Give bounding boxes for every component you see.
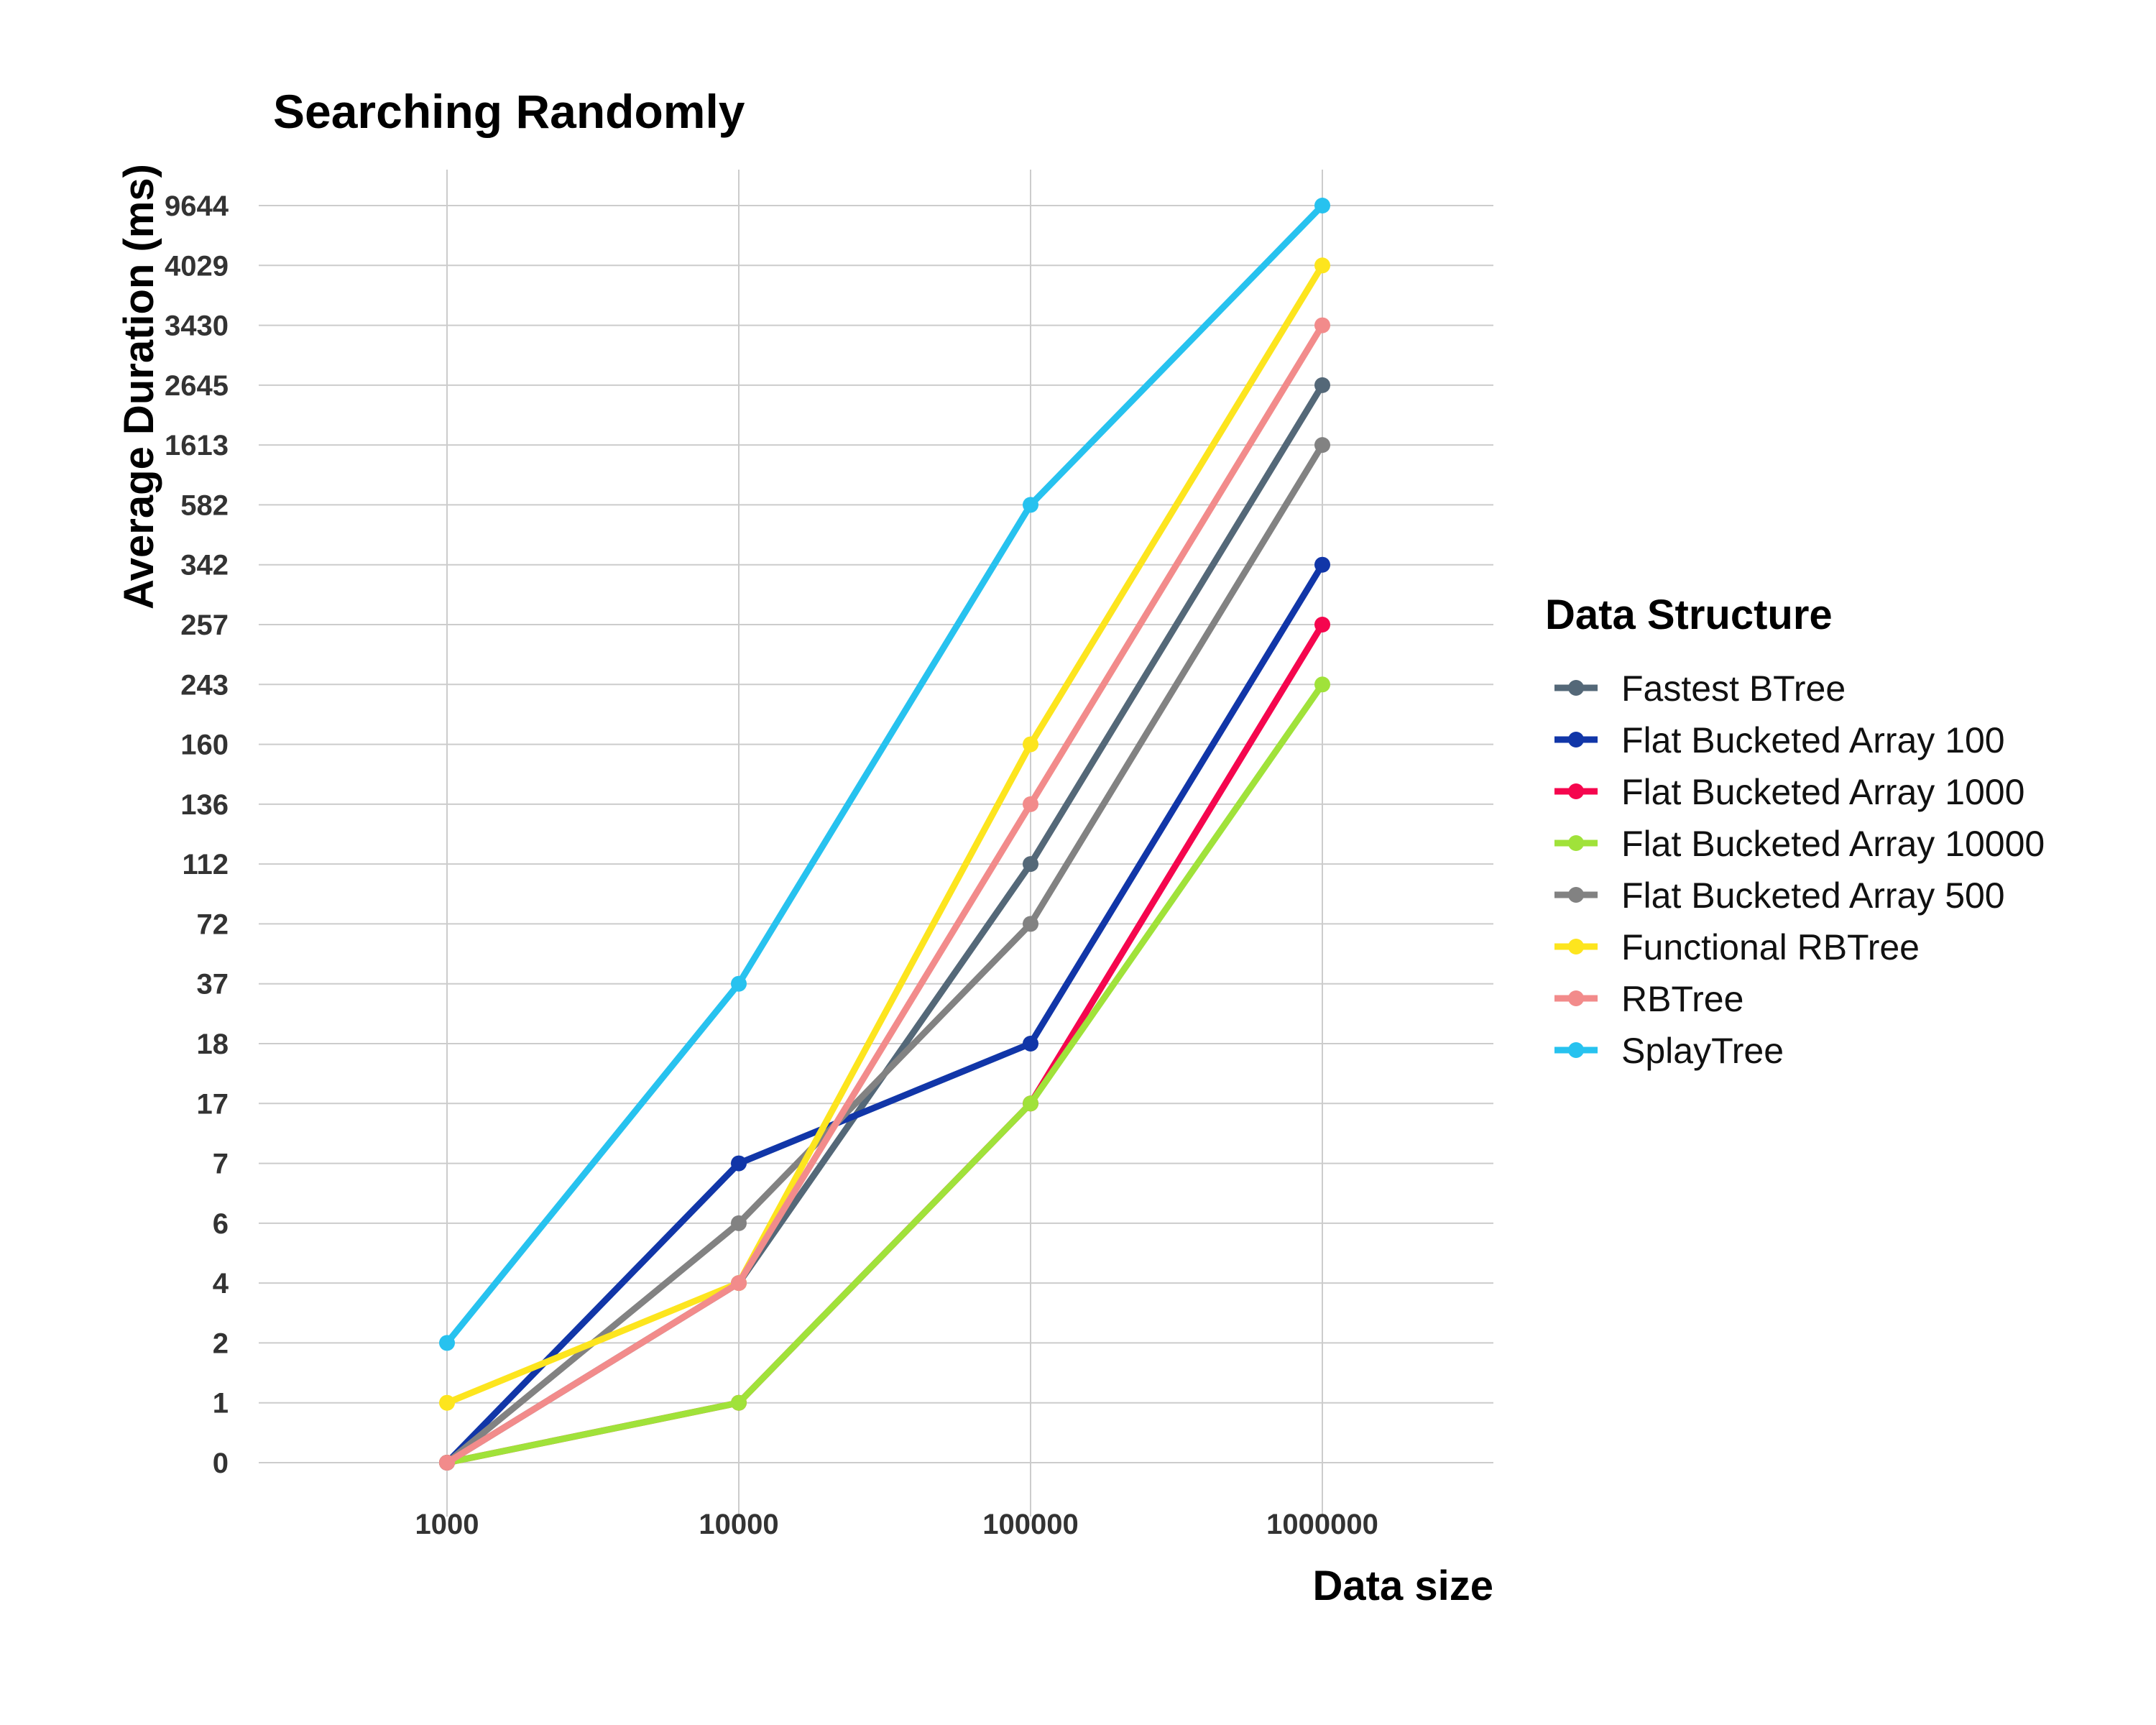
legend-label: Flat Bucketed Array 100 bbox=[1621, 720, 2005, 760]
y-tick-label: 72 bbox=[197, 908, 229, 940]
data-point bbox=[731, 1155, 747, 1172]
legend-swatch-dot bbox=[1568, 835, 1584, 851]
series-splaytree bbox=[439, 198, 1330, 1351]
y-tick-label: 7 bbox=[213, 1149, 229, 1180]
y-tick-label: 243 bbox=[180, 669, 229, 701]
legend-label: Functional RBTree bbox=[1621, 927, 1920, 967]
data-point bbox=[1314, 617, 1330, 632]
legend-item: Fastest BTree bbox=[1554, 668, 1846, 709]
y-tick-label: 2645 bbox=[165, 370, 229, 402]
data-point bbox=[1314, 556, 1330, 573]
data-point bbox=[1023, 1036, 1038, 1052]
y-tick-label: 1 bbox=[213, 1388, 229, 1420]
y-tick-label: 1613 bbox=[165, 430, 229, 461]
data-point bbox=[731, 1394, 747, 1411]
series-line bbox=[443, 561, 1326, 1466]
data-point bbox=[731, 1215, 747, 1231]
legend-label: Flat Bucketed Array 1000 bbox=[1621, 772, 2024, 812]
y-tick-label: 160 bbox=[180, 730, 229, 761]
data-point bbox=[1314, 198, 1330, 213]
x-tick-label: 10000 bbox=[699, 1509, 778, 1540]
y-tick-label: 112 bbox=[182, 849, 229, 880]
chart-title: Searching Randomly bbox=[273, 85, 745, 138]
grid-lines bbox=[259, 170, 1493, 1517]
y-tick-label: 4029 bbox=[165, 250, 229, 282]
legend-item: Flat Bucketed Array 500 bbox=[1554, 875, 2005, 916]
data-point bbox=[1314, 317, 1330, 334]
legend-swatch-dot bbox=[1568, 783, 1584, 799]
data-point bbox=[1023, 736, 1038, 753]
data-point bbox=[1023, 916, 1038, 932]
y-tick-label: 17 bbox=[197, 1088, 229, 1120]
series-line bbox=[443, 681, 1326, 1466]
data-point bbox=[439, 1335, 455, 1351]
series-rbtree bbox=[439, 317, 1330, 1471]
data-point bbox=[439, 1394, 455, 1411]
data-point bbox=[1023, 856, 1038, 873]
legend: Data Structure Fastest BTree Flat Buckete… bbox=[1545, 592, 2045, 1071]
y-tick-label: 342 bbox=[180, 550, 229, 581]
legend-swatch-dot bbox=[1568, 887, 1584, 903]
y-tick-label: 2 bbox=[213, 1328, 229, 1359]
x-tick-label: 1000 bbox=[415, 1509, 479, 1540]
legend-label: RBTree bbox=[1621, 979, 1743, 1019]
legend-item: Flat Bucketed Array 10000 bbox=[1554, 824, 2045, 864]
legend-label: SplayTree bbox=[1621, 1031, 1784, 1071]
x-tick-labels: 1000 10000 100000 1000000 bbox=[415, 1509, 1378, 1540]
series-lines bbox=[439, 198, 1330, 1471]
series-flat-bucketed-array-100 bbox=[439, 556, 1330, 1471]
legend-swatch-dot bbox=[1568, 939, 1584, 954]
data-point bbox=[439, 1455, 455, 1471]
y-tick-label: 9644 bbox=[165, 190, 229, 222]
y-tick-label: 3430 bbox=[165, 310, 229, 342]
y-tick-label: 37 bbox=[197, 969, 229, 1000]
series-line bbox=[443, 322, 1326, 1466]
data-point bbox=[1314, 377, 1330, 393]
y-tick-label: 6 bbox=[213, 1208, 229, 1240]
y-tick-label: 136 bbox=[180, 789, 229, 821]
legend-label: Flat Bucketed Array 10000 bbox=[1621, 824, 2045, 864]
data-point bbox=[1023, 1095, 1038, 1112]
legend-item: Functional RBTree bbox=[1554, 927, 1920, 967]
legend-item: Flat Bucketed Array 100 bbox=[1554, 720, 2005, 760]
data-point bbox=[1023, 497, 1038, 513]
data-point bbox=[1314, 437, 1330, 454]
y-tick-label: 257 bbox=[180, 610, 229, 641]
legend-title: Data Structure bbox=[1545, 592, 1833, 638]
y-tick-label: 0 bbox=[213, 1448, 229, 1479]
legend-label: Flat Bucketed Array 500 bbox=[1621, 875, 2005, 916]
data-point bbox=[1023, 796, 1038, 812]
legend-swatch-dot bbox=[1568, 1042, 1584, 1058]
legend-item: RBTree bbox=[1554, 979, 1743, 1019]
y-axis-title: Average Duration (ms) bbox=[116, 164, 162, 610]
y-tick-label: 582 bbox=[180, 489, 229, 521]
x-tick-label: 1000000 bbox=[1266, 1509, 1378, 1540]
series-line bbox=[443, 262, 1326, 1407]
legend-items: Fastest BTree Flat Bucketed Array 100 Flat… bbox=[1554, 668, 2045, 1071]
legend-swatch-dot bbox=[1568, 732, 1584, 748]
data-point bbox=[731, 975, 747, 992]
y-tick-label: 18 bbox=[197, 1029, 229, 1060]
legend-swatch-dot bbox=[1568, 990, 1584, 1006]
series-line bbox=[443, 202, 1326, 1346]
legend-label: Fastest BTree bbox=[1621, 668, 1846, 709]
data-point bbox=[1314, 257, 1330, 274]
data-point bbox=[1314, 676, 1330, 693]
data-point bbox=[731, 1275, 747, 1292]
x-axis-title: Data size bbox=[1313, 1563, 1493, 1609]
legend-item: Flat Bucketed Array 1000 bbox=[1554, 772, 2024, 812]
x-tick-label: 100000 bbox=[982, 1509, 1078, 1540]
y-tick-labels: 0 1 2 4 6 7 17 18 37 72 112 136 160 243 257 342 582 1613 2… bbox=[165, 190, 229, 1479]
legend-item: SplayTree bbox=[1554, 1031, 1784, 1071]
legend-swatch-dot bbox=[1568, 680, 1584, 696]
y-tick-label: 4 bbox=[213, 1268, 229, 1300]
